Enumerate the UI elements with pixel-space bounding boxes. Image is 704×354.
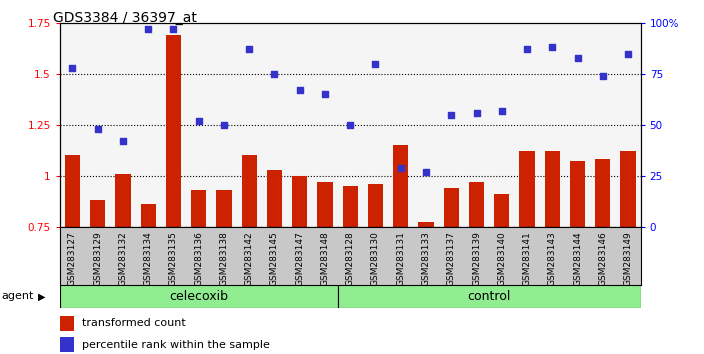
Point: [92, 126, 103, 132]
Point: [597, 73, 608, 79]
Bar: [494, 194, 509, 227]
Text: agent: agent: [1, 291, 34, 301]
Text: GSM283143: GSM283143: [548, 231, 557, 286]
Point: [118, 138, 129, 144]
Text: GSM283132: GSM283132: [118, 231, 127, 286]
Text: transformed count: transformed count: [82, 318, 186, 329]
Bar: [444, 188, 459, 227]
Bar: [90, 200, 106, 227]
Point: [395, 165, 406, 170]
Point: [344, 122, 356, 128]
Bar: [469, 182, 484, 227]
Text: GSM283141: GSM283141: [522, 231, 532, 286]
Bar: [620, 151, 636, 227]
Text: GSM283145: GSM283145: [270, 231, 279, 286]
Point: [244, 47, 255, 52]
Point: [193, 118, 204, 124]
Text: GSM283127: GSM283127: [68, 231, 77, 286]
Text: GSM283128: GSM283128: [346, 231, 355, 286]
Text: GSM283147: GSM283147: [295, 231, 304, 286]
Point: [320, 91, 331, 97]
Bar: [393, 145, 408, 227]
Text: GSM283139: GSM283139: [472, 231, 481, 286]
Text: GSM283136: GSM283136: [194, 231, 203, 286]
Bar: [166, 35, 181, 227]
Text: GSM283133: GSM283133: [422, 231, 431, 286]
Point: [67, 65, 78, 71]
Bar: [570, 161, 585, 227]
Bar: [141, 204, 156, 227]
Bar: [60, 337, 75, 352]
Text: ▶: ▶: [38, 291, 46, 301]
Bar: [115, 174, 130, 227]
Text: GSM283130: GSM283130: [371, 231, 380, 286]
Bar: [368, 184, 383, 227]
Text: GSM283148: GSM283148: [320, 231, 329, 286]
Bar: [267, 170, 282, 227]
Point: [446, 112, 457, 118]
Point: [572, 55, 583, 61]
Text: GSM283142: GSM283142: [245, 231, 253, 286]
Text: GSM283138: GSM283138: [220, 231, 229, 286]
Text: GSM283144: GSM283144: [573, 231, 582, 286]
Bar: [545, 151, 560, 227]
Bar: [338, 285, 641, 308]
Text: GSM283129: GSM283129: [93, 231, 102, 286]
Text: GSM283134: GSM283134: [144, 231, 153, 286]
Point: [269, 71, 280, 77]
Bar: [191, 190, 206, 227]
Text: GSM283135: GSM283135: [169, 231, 178, 286]
Bar: [343, 186, 358, 227]
Point: [294, 87, 306, 93]
Text: GSM283149: GSM283149: [624, 231, 632, 286]
Text: GSM283131: GSM283131: [396, 231, 406, 286]
Point: [622, 51, 634, 56]
Text: GSM283137: GSM283137: [447, 231, 455, 286]
Point: [143, 26, 154, 32]
Text: GSM283146: GSM283146: [598, 231, 608, 286]
Bar: [60, 285, 338, 308]
Point: [218, 122, 230, 128]
Point: [168, 26, 179, 32]
Bar: [292, 176, 308, 227]
Point: [496, 108, 508, 113]
Point: [546, 45, 558, 50]
Point: [522, 47, 533, 52]
Bar: [241, 155, 257, 227]
Point: [370, 61, 381, 67]
Bar: [65, 155, 80, 227]
Text: percentile rank within the sample: percentile rank within the sample: [82, 339, 270, 350]
Point: [471, 110, 482, 115]
Text: control: control: [467, 290, 511, 303]
Bar: [595, 159, 610, 227]
Text: GSM283140: GSM283140: [497, 231, 506, 286]
Bar: [418, 223, 434, 227]
Bar: [60, 316, 75, 331]
Bar: [216, 190, 232, 227]
Bar: [520, 151, 534, 227]
Bar: [318, 182, 332, 227]
Text: celecoxib: celecoxib: [169, 290, 228, 303]
Text: GDS3384 / 36397_at: GDS3384 / 36397_at: [53, 11, 196, 25]
Point: [420, 169, 432, 175]
